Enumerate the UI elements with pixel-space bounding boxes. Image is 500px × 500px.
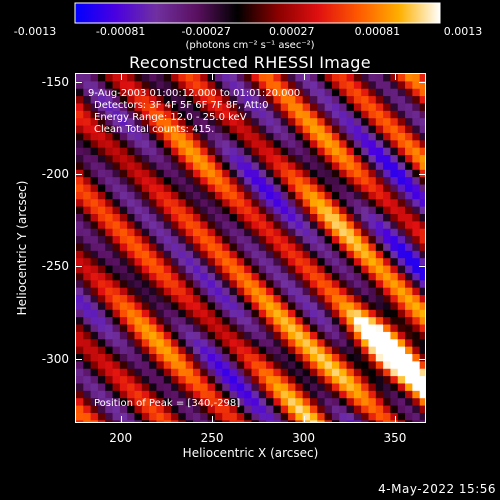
colorbar-tick-label: -0.0013 bbox=[13, 25, 57, 38]
y-tick-label: -150 bbox=[41, 75, 69, 90]
energy-annotation: Energy Range: 12.0 - 25.0 keV bbox=[94, 112, 247, 123]
colorbar-tick-label: -0.00081 bbox=[95, 25, 146, 38]
timestamp: 4-May-2022 15:56 bbox=[378, 482, 496, 496]
y-tick-mark bbox=[419, 174, 426, 176]
colorbar-tick-label: 0.00027 bbox=[269, 25, 315, 38]
x-tick-label: 350 bbox=[383, 431, 407, 445]
x-tick-mark bbox=[394, 416, 396, 423]
y-tick-mark bbox=[75, 174, 82, 176]
y-tick-label: -250 bbox=[41, 259, 69, 274]
y-tick-mark bbox=[75, 358, 82, 360]
x-tick-mark bbox=[120, 73, 122, 80]
y-tick-mark bbox=[75, 82, 82, 84]
colorbar-gradient bbox=[74, 2, 441, 24]
x-tick-label: 300 bbox=[292, 431, 315, 445]
colorbar-units: (photons cm⁻² s⁻¹ asec⁻²) bbox=[185, 40, 315, 51]
y-tick-mark bbox=[419, 266, 426, 268]
y-tick-mark bbox=[75, 266, 82, 268]
y-tick-mark bbox=[419, 82, 426, 84]
heatmap-image bbox=[76, 74, 425, 422]
x-tick-label: 200 bbox=[109, 431, 133, 445]
peak-annotation: Position of Peak = [340,-298] bbox=[94, 398, 241, 409]
x-tick-mark bbox=[120, 416, 122, 423]
y-axis-label: Heliocentric Y (arcsec) bbox=[15, 180, 29, 316]
plot-area: 9-Aug-2003 01:00:12.000 to 01:01:20.000 … bbox=[75, 73, 426, 423]
x-tick-mark bbox=[303, 73, 305, 80]
y-tick-mark bbox=[419, 358, 426, 360]
chart-title: Reconstructed RHESSI Image bbox=[129, 53, 371, 72]
x-tick-mark bbox=[212, 416, 214, 423]
time-range-annotation: 9-Aug-2003 01:00:12.000 to 01:01:20.000 bbox=[88, 88, 301, 99]
x-tick-mark bbox=[303, 416, 305, 423]
colorbar-tick-label: -0.00027 bbox=[181, 25, 231, 38]
colorbar bbox=[74, 2, 441, 24]
detectors-annotation: Detectors: 3F 4F 5F 6F 7F 8F, Att:0 bbox=[94, 100, 269, 111]
x-tick-label: 250 bbox=[200, 431, 224, 445]
x-axis-label: Heliocentric X (arcsec) bbox=[182, 446, 319, 460]
y-tick-label: -200 bbox=[41, 167, 69, 182]
x-tick-mark bbox=[212, 73, 214, 80]
colorbar-tick-label: 0.0013 bbox=[443, 25, 483, 38]
clean-annotation: Clean Total counts: 415. bbox=[94, 124, 215, 135]
y-tick-label: -300 bbox=[41, 351, 69, 366]
x-tick-mark bbox=[394, 73, 396, 80]
colorbar-tick-label: 0.00081 bbox=[354, 25, 401, 38]
